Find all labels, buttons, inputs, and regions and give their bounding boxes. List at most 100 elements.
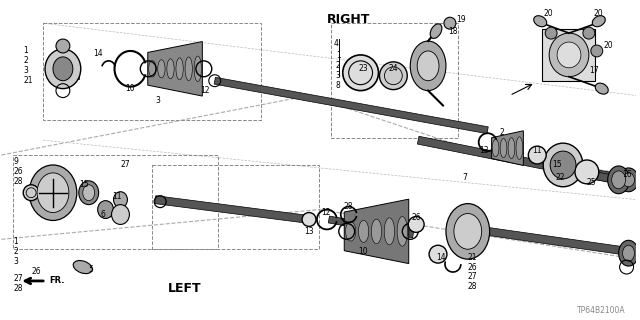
Text: 28: 28 [13, 284, 23, 293]
Ellipse shape [592, 16, 605, 27]
Bar [57, 61, 79, 79]
Ellipse shape [500, 139, 507, 158]
Ellipse shape [358, 220, 369, 242]
Text: 6: 6 [100, 210, 106, 219]
Text: LEFT: LEFT [168, 282, 202, 295]
Ellipse shape [79, 181, 99, 204]
Text: 25: 25 [587, 178, 596, 187]
Text: 1: 1 [13, 237, 18, 246]
Text: 22: 22 [555, 173, 564, 182]
Text: 15: 15 [79, 180, 88, 189]
Bar [542, 29, 595, 81]
Text: 27: 27 [468, 272, 477, 282]
Ellipse shape [543, 143, 583, 187]
Circle shape [529, 146, 546, 164]
Ellipse shape [194, 56, 202, 82]
Text: 17: 17 [589, 66, 598, 75]
Circle shape [380, 62, 407, 90]
Text: 21: 21 [468, 253, 477, 262]
Circle shape [343, 55, 378, 91]
Ellipse shape [158, 60, 165, 78]
Text: 5: 5 [89, 265, 93, 274]
Ellipse shape [167, 59, 174, 79]
Text: 26: 26 [13, 167, 23, 176]
Circle shape [302, 212, 316, 227]
Ellipse shape [148, 60, 156, 77]
Polygon shape [487, 228, 627, 255]
Polygon shape [155, 196, 310, 223]
Polygon shape [328, 216, 414, 238]
Text: 19: 19 [456, 15, 465, 24]
Text: 1: 1 [23, 46, 28, 55]
Text: 27: 27 [13, 275, 23, 284]
Text: 15: 15 [552, 160, 562, 170]
Text: 26: 26 [468, 263, 477, 272]
Ellipse shape [623, 245, 634, 261]
Ellipse shape [56, 39, 70, 53]
Bar [331, 23, 458, 138]
Ellipse shape [534, 16, 547, 27]
Ellipse shape [446, 204, 490, 259]
Ellipse shape [430, 24, 442, 38]
Ellipse shape [98, 201, 113, 219]
Text: 10: 10 [358, 247, 368, 256]
Ellipse shape [45, 49, 81, 89]
Polygon shape [148, 42, 202, 96]
Ellipse shape [608, 166, 630, 194]
Ellipse shape [591, 45, 603, 57]
Text: 23: 23 [358, 64, 368, 73]
Polygon shape [344, 199, 409, 264]
Polygon shape [596, 170, 627, 185]
Ellipse shape [619, 240, 639, 266]
Ellipse shape [545, 27, 557, 39]
Text: 20: 20 [543, 9, 553, 18]
Ellipse shape [346, 222, 356, 241]
Ellipse shape [454, 213, 482, 249]
Text: 10: 10 [125, 84, 135, 93]
Text: 9: 9 [13, 157, 18, 166]
Text: RIGHT: RIGHT [327, 13, 371, 26]
Ellipse shape [384, 218, 394, 245]
Text: 28: 28 [468, 282, 477, 292]
Ellipse shape [371, 219, 381, 244]
Text: 16: 16 [623, 170, 632, 180]
Text: TP64B2100A: TP64B2100A [577, 306, 625, 315]
Ellipse shape [185, 57, 193, 81]
Ellipse shape [595, 83, 608, 94]
Text: 26: 26 [31, 267, 41, 276]
Ellipse shape [417, 51, 439, 81]
Polygon shape [417, 136, 618, 184]
Text: 13: 13 [304, 227, 314, 236]
Text: 18: 18 [448, 27, 458, 36]
Ellipse shape [113, 192, 127, 208]
Text: 3: 3 [23, 66, 28, 75]
Text: 20: 20 [594, 9, 604, 18]
Ellipse shape [37, 173, 69, 212]
Ellipse shape [516, 137, 523, 159]
Circle shape [23, 185, 39, 201]
Ellipse shape [492, 140, 499, 157]
Text: 28: 28 [13, 177, 23, 186]
Text: 7: 7 [463, 173, 468, 182]
Ellipse shape [549, 33, 589, 77]
Text: 2: 2 [23, 56, 28, 65]
Ellipse shape [111, 204, 129, 224]
Text: 27: 27 [120, 160, 130, 170]
Text: 11: 11 [113, 192, 122, 201]
Text: 8: 8 [336, 81, 340, 90]
Text: 1: 1 [336, 52, 340, 60]
Ellipse shape [508, 138, 515, 158]
Ellipse shape [410, 41, 446, 91]
Text: 13: 13 [480, 146, 490, 155]
Circle shape [575, 160, 599, 184]
Ellipse shape [397, 217, 408, 246]
Ellipse shape [83, 185, 95, 201]
Text: 24: 24 [388, 64, 398, 73]
Ellipse shape [583, 27, 595, 39]
Text: 2: 2 [13, 247, 18, 256]
Circle shape [429, 245, 447, 263]
Bar [13, 155, 218, 249]
Ellipse shape [623, 173, 634, 187]
Text: 4: 4 [334, 38, 339, 48]
Ellipse shape [557, 42, 581, 68]
